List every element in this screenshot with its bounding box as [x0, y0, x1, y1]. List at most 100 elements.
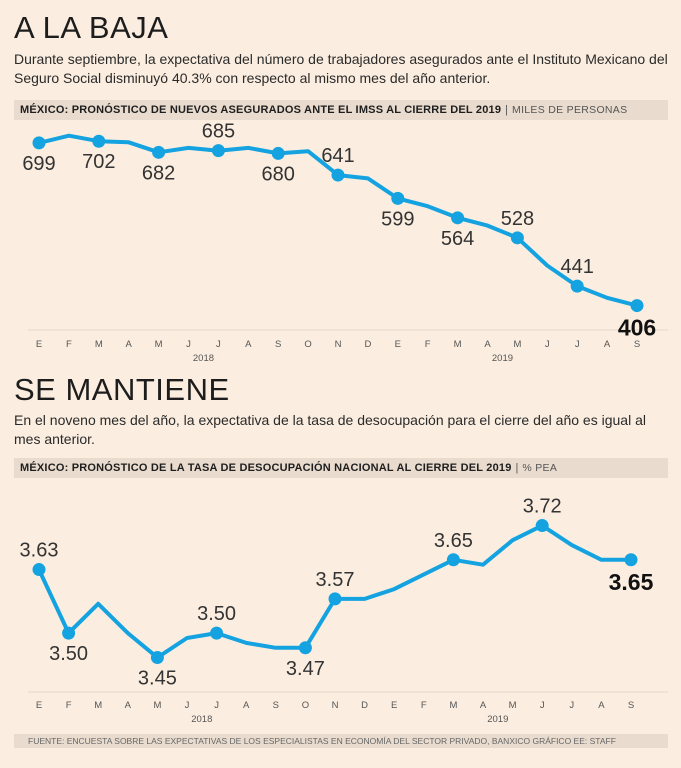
chart2-data-label: 3.63 [20, 540, 59, 562]
chart1-x-tick: F [425, 339, 431, 350]
chart2-x-tick: A [480, 700, 487, 711]
chart1-point [630, 299, 644, 313]
chart1-point [92, 134, 106, 148]
chart2-x-tick: E [36, 700, 42, 711]
chart2-point [62, 626, 76, 640]
chart1-data-label: 406 [618, 315, 656, 341]
chart2-x-tick: A [125, 700, 132, 711]
chart1-point [451, 211, 465, 225]
chart2-year-label: 2019 [487, 714, 508, 725]
chart1-data-label: 699 [22, 153, 55, 175]
chart2-x-tick: M [509, 700, 517, 711]
chart2-series-line [37, 523, 633, 660]
chart1-x-tick: S [275, 339, 281, 350]
chart1-point [211, 144, 225, 158]
source-note: FUENTE: ENCUESTA SOBRE LAS EXPECTATIVAS … [14, 734, 668, 748]
chart2-x-tick: M [449, 700, 457, 711]
chart2-title-bar: MÉXICO: PRONÓSTICO DE LA TASA DE DESOCUP… [14, 458, 668, 478]
chart1-title: MÉXICO: PRONÓSTICO DE NUEVOS ASEGURADOS … [20, 104, 502, 116]
chart2-x-tick: N [332, 700, 339, 711]
chart2-point [298, 641, 312, 655]
chart1-x-tick: M [513, 339, 521, 350]
chart1-svg: 699 702 682 685 680 641 599 564 528 441 406 E F M A M J J… [22, 122, 668, 364]
chart2-data-label: 3.57 [316, 569, 355, 591]
chart2-point [150, 651, 164, 665]
chart1-x-tick: E [395, 339, 401, 350]
chart1-x-tick: M [95, 339, 103, 350]
chart1-year-label: 2018 [193, 353, 214, 364]
chart1-data-label: 441 [561, 256, 594, 278]
chart1-x-tick: A [484, 339, 491, 350]
chart1-x-tick: M [155, 339, 163, 350]
chart2-x-tick: F [421, 700, 427, 711]
chart1-title-bar: MÉXICO: PRONÓSTICO DE NUEVOS ASEGURADOS … [14, 100, 668, 120]
chart2-x-tick: J [214, 700, 219, 711]
chart2-point [328, 592, 342, 606]
section2-title: SE MANTIENE [14, 372, 230, 407]
chart1-point [152, 145, 166, 159]
chart2-x-tick: J [540, 700, 545, 711]
chart2-point [624, 553, 638, 567]
chart1-x-tick: J [186, 339, 191, 350]
chart1-x-tick: M [454, 339, 462, 350]
chart1-data-label: 702 [82, 151, 115, 173]
section2-description: En el noveno mes del año, la expectativa… [14, 412, 646, 447]
chart1-year-label: 2019 [492, 353, 513, 364]
chart2-x-tick: D [361, 700, 368, 711]
chart1-data-label: 599 [381, 208, 414, 230]
chart2-data-label: 3.50 [49, 643, 88, 665]
chart2-x-tick: M [153, 700, 161, 711]
chart1-data-label: 564 [441, 228, 474, 250]
chart2-unit: % PEA [522, 462, 558, 474]
chart1-data-label: 680 [262, 163, 295, 185]
chart1-unit: MILES DE PERSONAS [512, 104, 628, 116]
chart1-x-tick: S [634, 339, 640, 350]
chart1-x-tick: J [575, 339, 580, 350]
chart1-x-tick: A [245, 339, 252, 350]
chart2-x-tick: O [302, 700, 309, 711]
chart1-x-tick: E [36, 339, 42, 350]
chart1-point [570, 279, 584, 293]
chart1-point [32, 136, 46, 150]
chart2-point [210, 626, 224, 640]
chart1-data-label: 685 [202, 122, 235, 143]
chart1-x-tick: J [545, 339, 550, 350]
chart2-data-label: 3.65 [434, 530, 473, 552]
chart1-point [391, 191, 405, 205]
chart2-svg: 3.63 3.50 3.45 3.50 3.47 3.57 3.65 3.72 3.65 E F M A… [20, 496, 668, 725]
chart2-data-label: 3.50 [197, 603, 236, 625]
chart2-point [535, 519, 549, 533]
chart1-x-tick: O [304, 339, 311, 350]
chart1-x-tick: A [126, 339, 133, 350]
chart2-x-tick: A [243, 700, 250, 711]
chart2-point [446, 553, 460, 567]
chart2-data-label: 3.65 [609, 569, 654, 595]
chart2-x-tick: A [598, 700, 605, 711]
chart2-title: MÉXICO: PRONÓSTICO DE LA TASA DE DESOCUP… [20, 462, 512, 474]
chart2-data-label: 3.47 [286, 658, 325, 680]
chart2-data-label: 3.45 [138, 668, 177, 690]
chart1-x-tick: D [364, 339, 371, 350]
chart1-point [271, 146, 285, 160]
chart2-x-tick: S [273, 700, 279, 711]
chart1-data-label: 528 [501, 208, 534, 230]
chart2-x-tick: J [185, 700, 190, 711]
chart2-x-tick: E [391, 700, 397, 711]
chart1-point [510, 231, 524, 245]
section1-title: A LA BAJA [14, 10, 169, 45]
chart2-point [32, 563, 46, 577]
chart1-x-tick: A [604, 339, 611, 350]
section1-description: Durante septiembre, la expectativa del n… [14, 51, 668, 86]
chart2-x-tick: S [628, 700, 634, 711]
chart1-data-label: 641 [321, 145, 354, 167]
chart1-x-tick: F [66, 339, 72, 350]
chart1-data-label: 682 [142, 162, 175, 184]
chart2-x-tick: M [94, 700, 102, 711]
chart2-x-tick: J [569, 700, 574, 711]
chart2-data-label: 3.72 [523, 496, 562, 518]
chart2-x-tick: F [66, 700, 72, 711]
chart1-x-tick: J [216, 339, 221, 350]
chart1-x-tick: N [335, 339, 342, 350]
chart1-point [331, 168, 345, 182]
chart2-year-label: 2018 [191, 714, 212, 725]
